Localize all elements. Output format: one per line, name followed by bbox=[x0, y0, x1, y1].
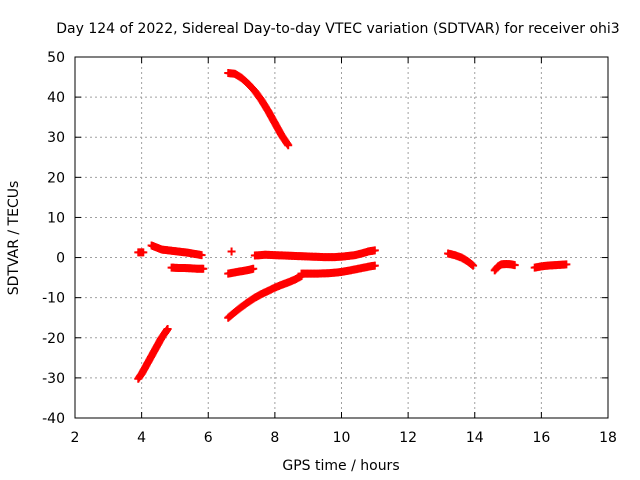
series-arc-rising-neg bbox=[134, 324, 172, 383]
data-point bbox=[249, 264, 258, 273]
x-axis-label: GPS time / hours bbox=[282, 458, 399, 474]
y-tick-label: -30 bbox=[42, 371, 65, 387]
series-arc-13h bbox=[444, 249, 478, 270]
data-points bbox=[134, 69, 571, 383]
data-point bbox=[562, 260, 571, 269]
data-point bbox=[199, 264, 208, 273]
y-tick-label: 10 bbox=[47, 210, 65, 226]
y-tick-label: 20 bbox=[47, 170, 65, 186]
y-tick-label: 30 bbox=[47, 130, 65, 146]
y-tick-label: 50 bbox=[47, 50, 65, 66]
data-point bbox=[469, 261, 478, 270]
series-arc-early-neg3 bbox=[167, 263, 208, 273]
series-dot-mid bbox=[227, 247, 236, 256]
x-tick-label: 2 bbox=[71, 430, 80, 446]
y-tick-label: 40 bbox=[47, 90, 65, 106]
x-tick-label: 10 bbox=[333, 430, 351, 446]
series-arc-16h bbox=[530, 260, 571, 272]
series-arc-high-falling bbox=[224, 69, 293, 150]
data-point bbox=[510, 261, 519, 270]
series-dots-early bbox=[134, 248, 148, 257]
x-tick-label: 6 bbox=[204, 430, 213, 446]
series-arc-flat-neg4 bbox=[297, 261, 379, 278]
data-point bbox=[163, 324, 172, 333]
data-point bbox=[370, 261, 379, 270]
y-tick-label: -20 bbox=[42, 331, 65, 347]
y-tick-label: 0 bbox=[56, 251, 65, 267]
series-arc-15h bbox=[490, 259, 519, 275]
axis-ticks bbox=[74, 56, 609, 419]
data-point bbox=[227, 247, 236, 256]
y-tick-label: -10 bbox=[42, 291, 65, 307]
x-tick-label: 18 bbox=[599, 430, 617, 446]
x-tick-label: 4 bbox=[137, 430, 146, 446]
y-tick-label: -40 bbox=[42, 411, 65, 427]
data-point bbox=[284, 141, 293, 150]
data-point bbox=[370, 246, 379, 255]
tick-labels: 2 4 6 8 10 12 14 16 18 -40 -30 -20 -10 0 10 20 30 40 50 bbox=[42, 50, 617, 446]
x-tick-label: 8 bbox=[270, 430, 279, 446]
series-arc-zero-early bbox=[147, 241, 206, 260]
data-point bbox=[197, 251, 206, 260]
x-tick-label: 16 bbox=[532, 430, 550, 446]
x-tick-label: 14 bbox=[466, 430, 484, 446]
series-arc-rising-mid bbox=[224, 272, 306, 322]
y-axis-label: SDTVAR / TECUs bbox=[6, 181, 22, 296]
data-point bbox=[139, 248, 148, 257]
chart-title: Day 124 of 2022, Sidereal Day-to-day VTE… bbox=[56, 21, 619, 37]
series-arc-mid-neg bbox=[224, 264, 258, 278]
x-tick-label: 12 bbox=[399, 430, 417, 446]
series-arc-zero-long bbox=[250, 246, 379, 262]
